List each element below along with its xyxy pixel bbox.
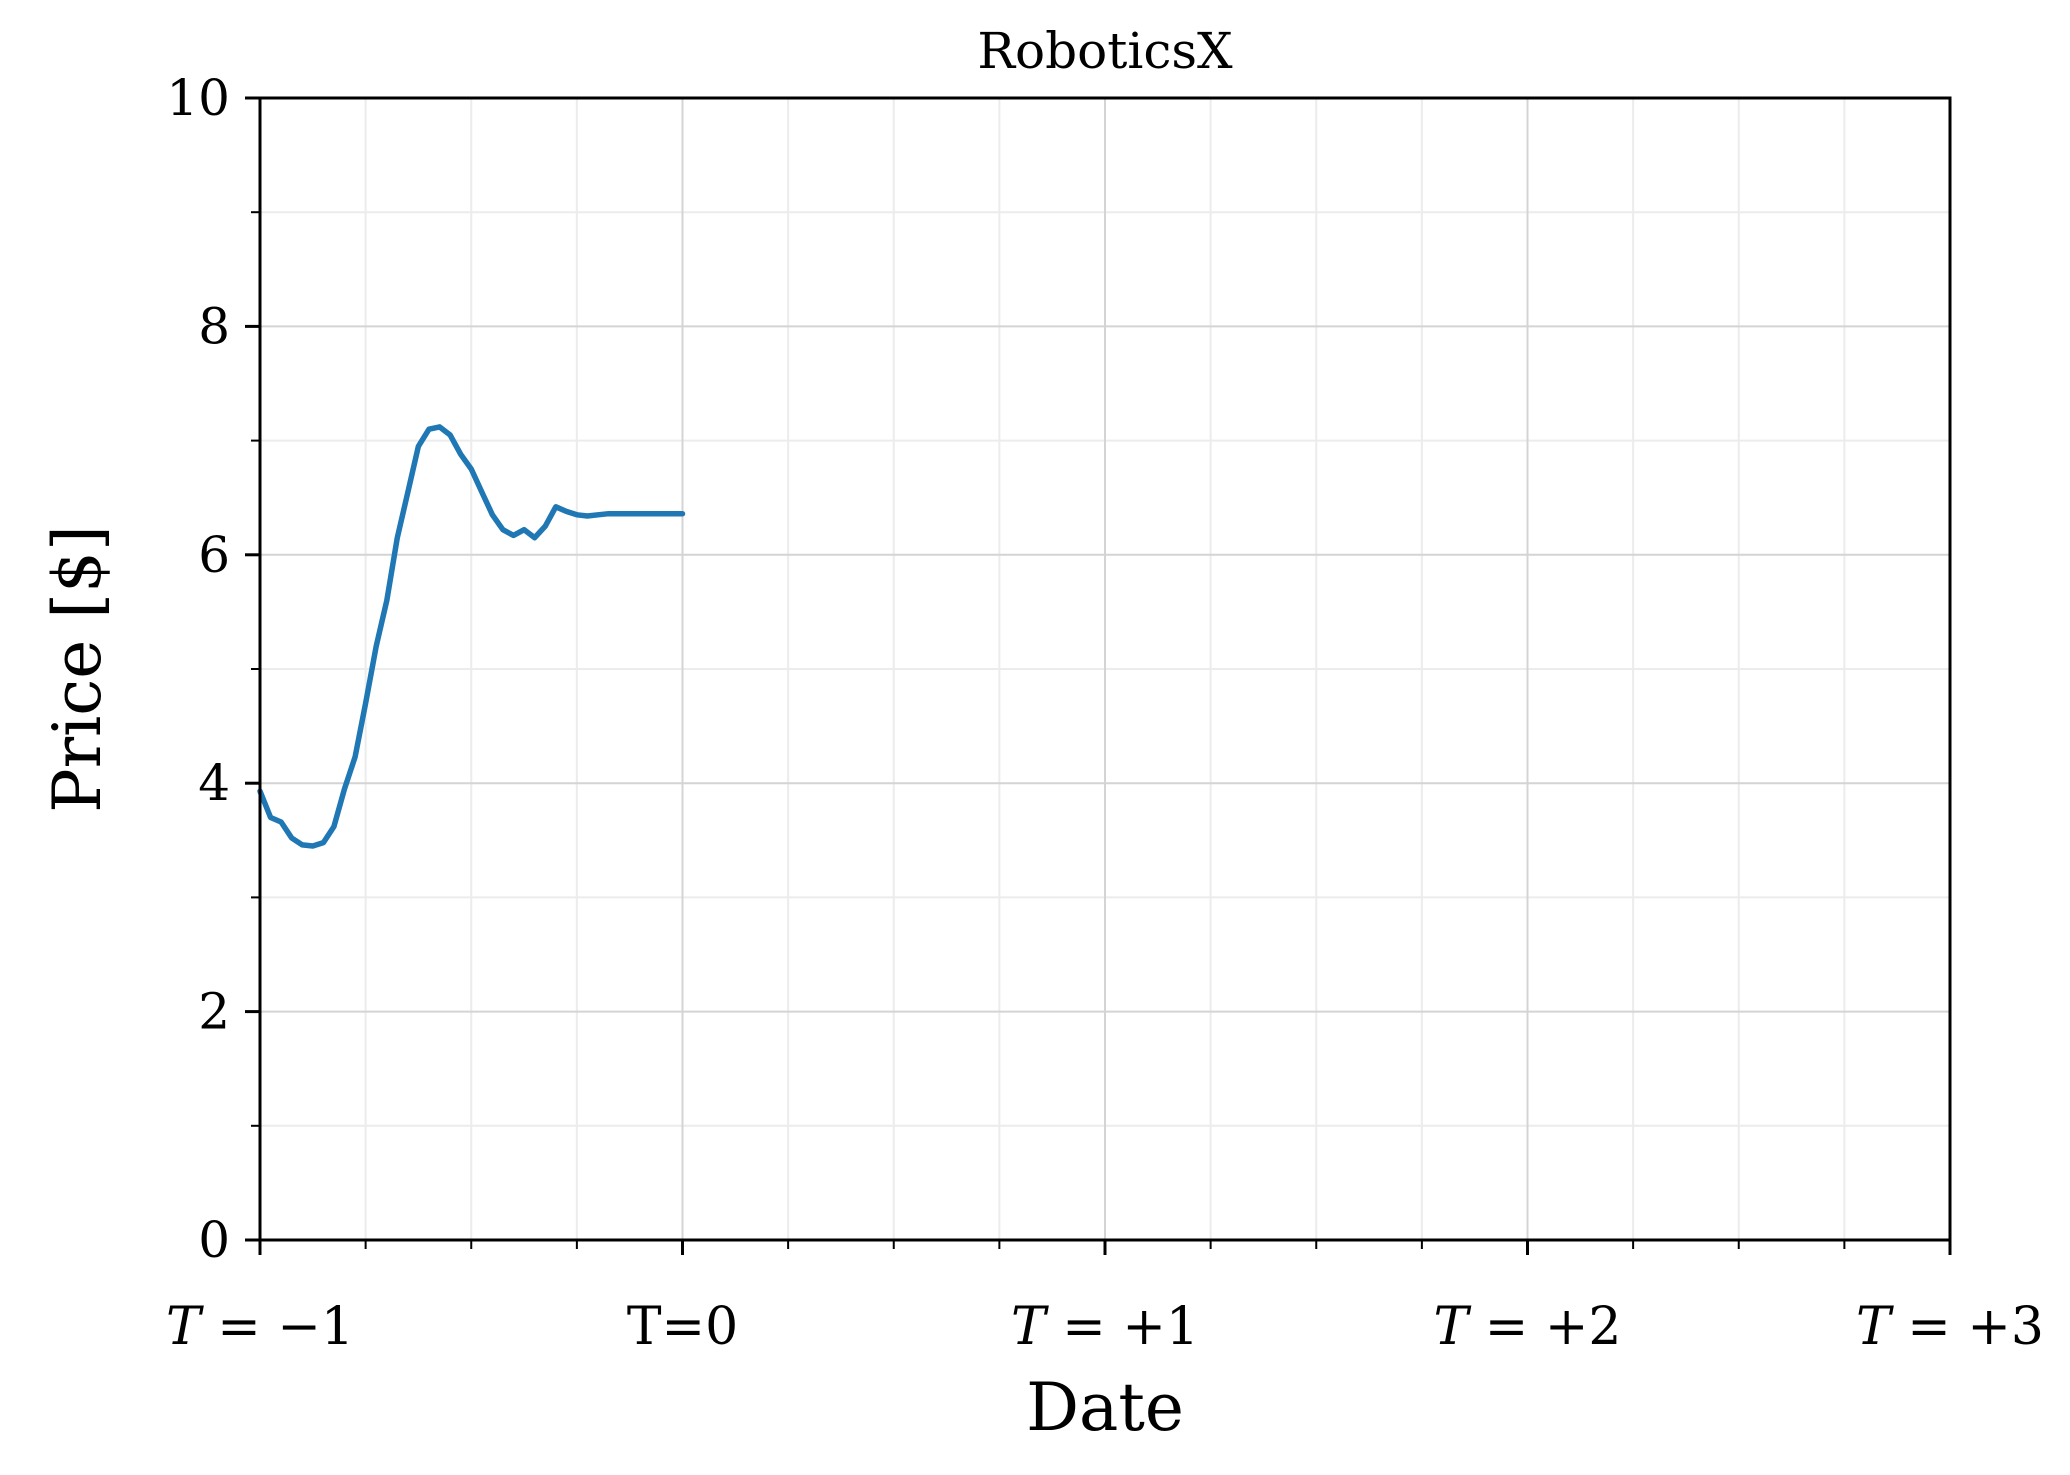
x-tick-label: T = +3 [1856,1297,2044,1357]
y-axis-label: Price [$] [39,525,116,813]
series-layer [257,424,686,849]
x-tick-label: T=0 [627,1297,738,1357]
x-tick-label: T = +1 [1011,1297,1199,1357]
grid [259,97,1951,1241]
y-tick-label: 10 [166,69,230,127]
x-tick-label: T = +2 [1434,1297,1622,1357]
chart-title: RoboticsX [977,22,1233,80]
x-tick-label: T = −1 [166,1297,354,1357]
axis-ticks [245,96,1952,1255]
y-tick-label: 0 [198,1211,230,1269]
y-tick-label: 6 [198,526,230,584]
y-tick-label: 8 [198,297,230,355]
tick-labels: 0 2 4 6 8 10 T = −1 T=0 T = +1 T = +2 T = +3 [166,69,2044,1357]
y-tick-label: 2 [198,983,230,1041]
x-axis-label: Date [1026,1369,1184,1446]
series-line [257,424,686,849]
y-tick-label: 4 [198,754,230,812]
